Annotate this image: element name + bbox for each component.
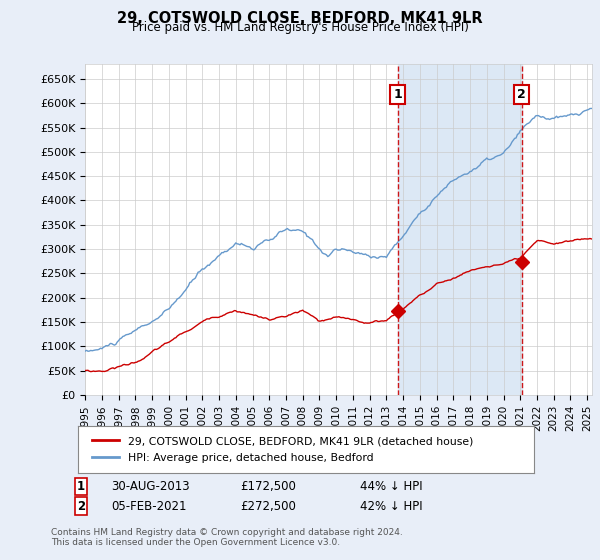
Text: 1: 1: [393, 87, 402, 101]
Text: 2: 2: [517, 87, 526, 101]
Legend: 29, COTSWOLD CLOSE, BEDFORD, MK41 9LR (detached house), HPI: Average price, deta: 29, COTSWOLD CLOSE, BEDFORD, MK41 9LR (d…: [88, 432, 478, 467]
Text: 1: 1: [77, 480, 85, 493]
Text: Price paid vs. HM Land Registry's House Price Index (HPI): Price paid vs. HM Land Registry's House …: [131, 21, 469, 34]
Text: £272,500: £272,500: [240, 500, 296, 512]
Text: £172,500: £172,500: [240, 480, 296, 493]
Text: 05-FEB-2021: 05-FEB-2021: [111, 500, 187, 512]
Text: Contains HM Land Registry data © Crown copyright and database right 2024.
This d: Contains HM Land Registry data © Crown c…: [51, 528, 403, 547]
Text: 30-AUG-2013: 30-AUG-2013: [111, 480, 190, 493]
Text: 44% ↓ HPI: 44% ↓ HPI: [360, 480, 422, 493]
Text: 2: 2: [77, 500, 85, 512]
Bar: [398, 64, 522, 395]
Text: 29, COTSWOLD CLOSE, BEDFORD, MK41 9LR: 29, COTSWOLD CLOSE, BEDFORD, MK41 9LR: [117, 11, 483, 26]
Text: 42% ↓ HPI: 42% ↓ HPI: [360, 500, 422, 512]
